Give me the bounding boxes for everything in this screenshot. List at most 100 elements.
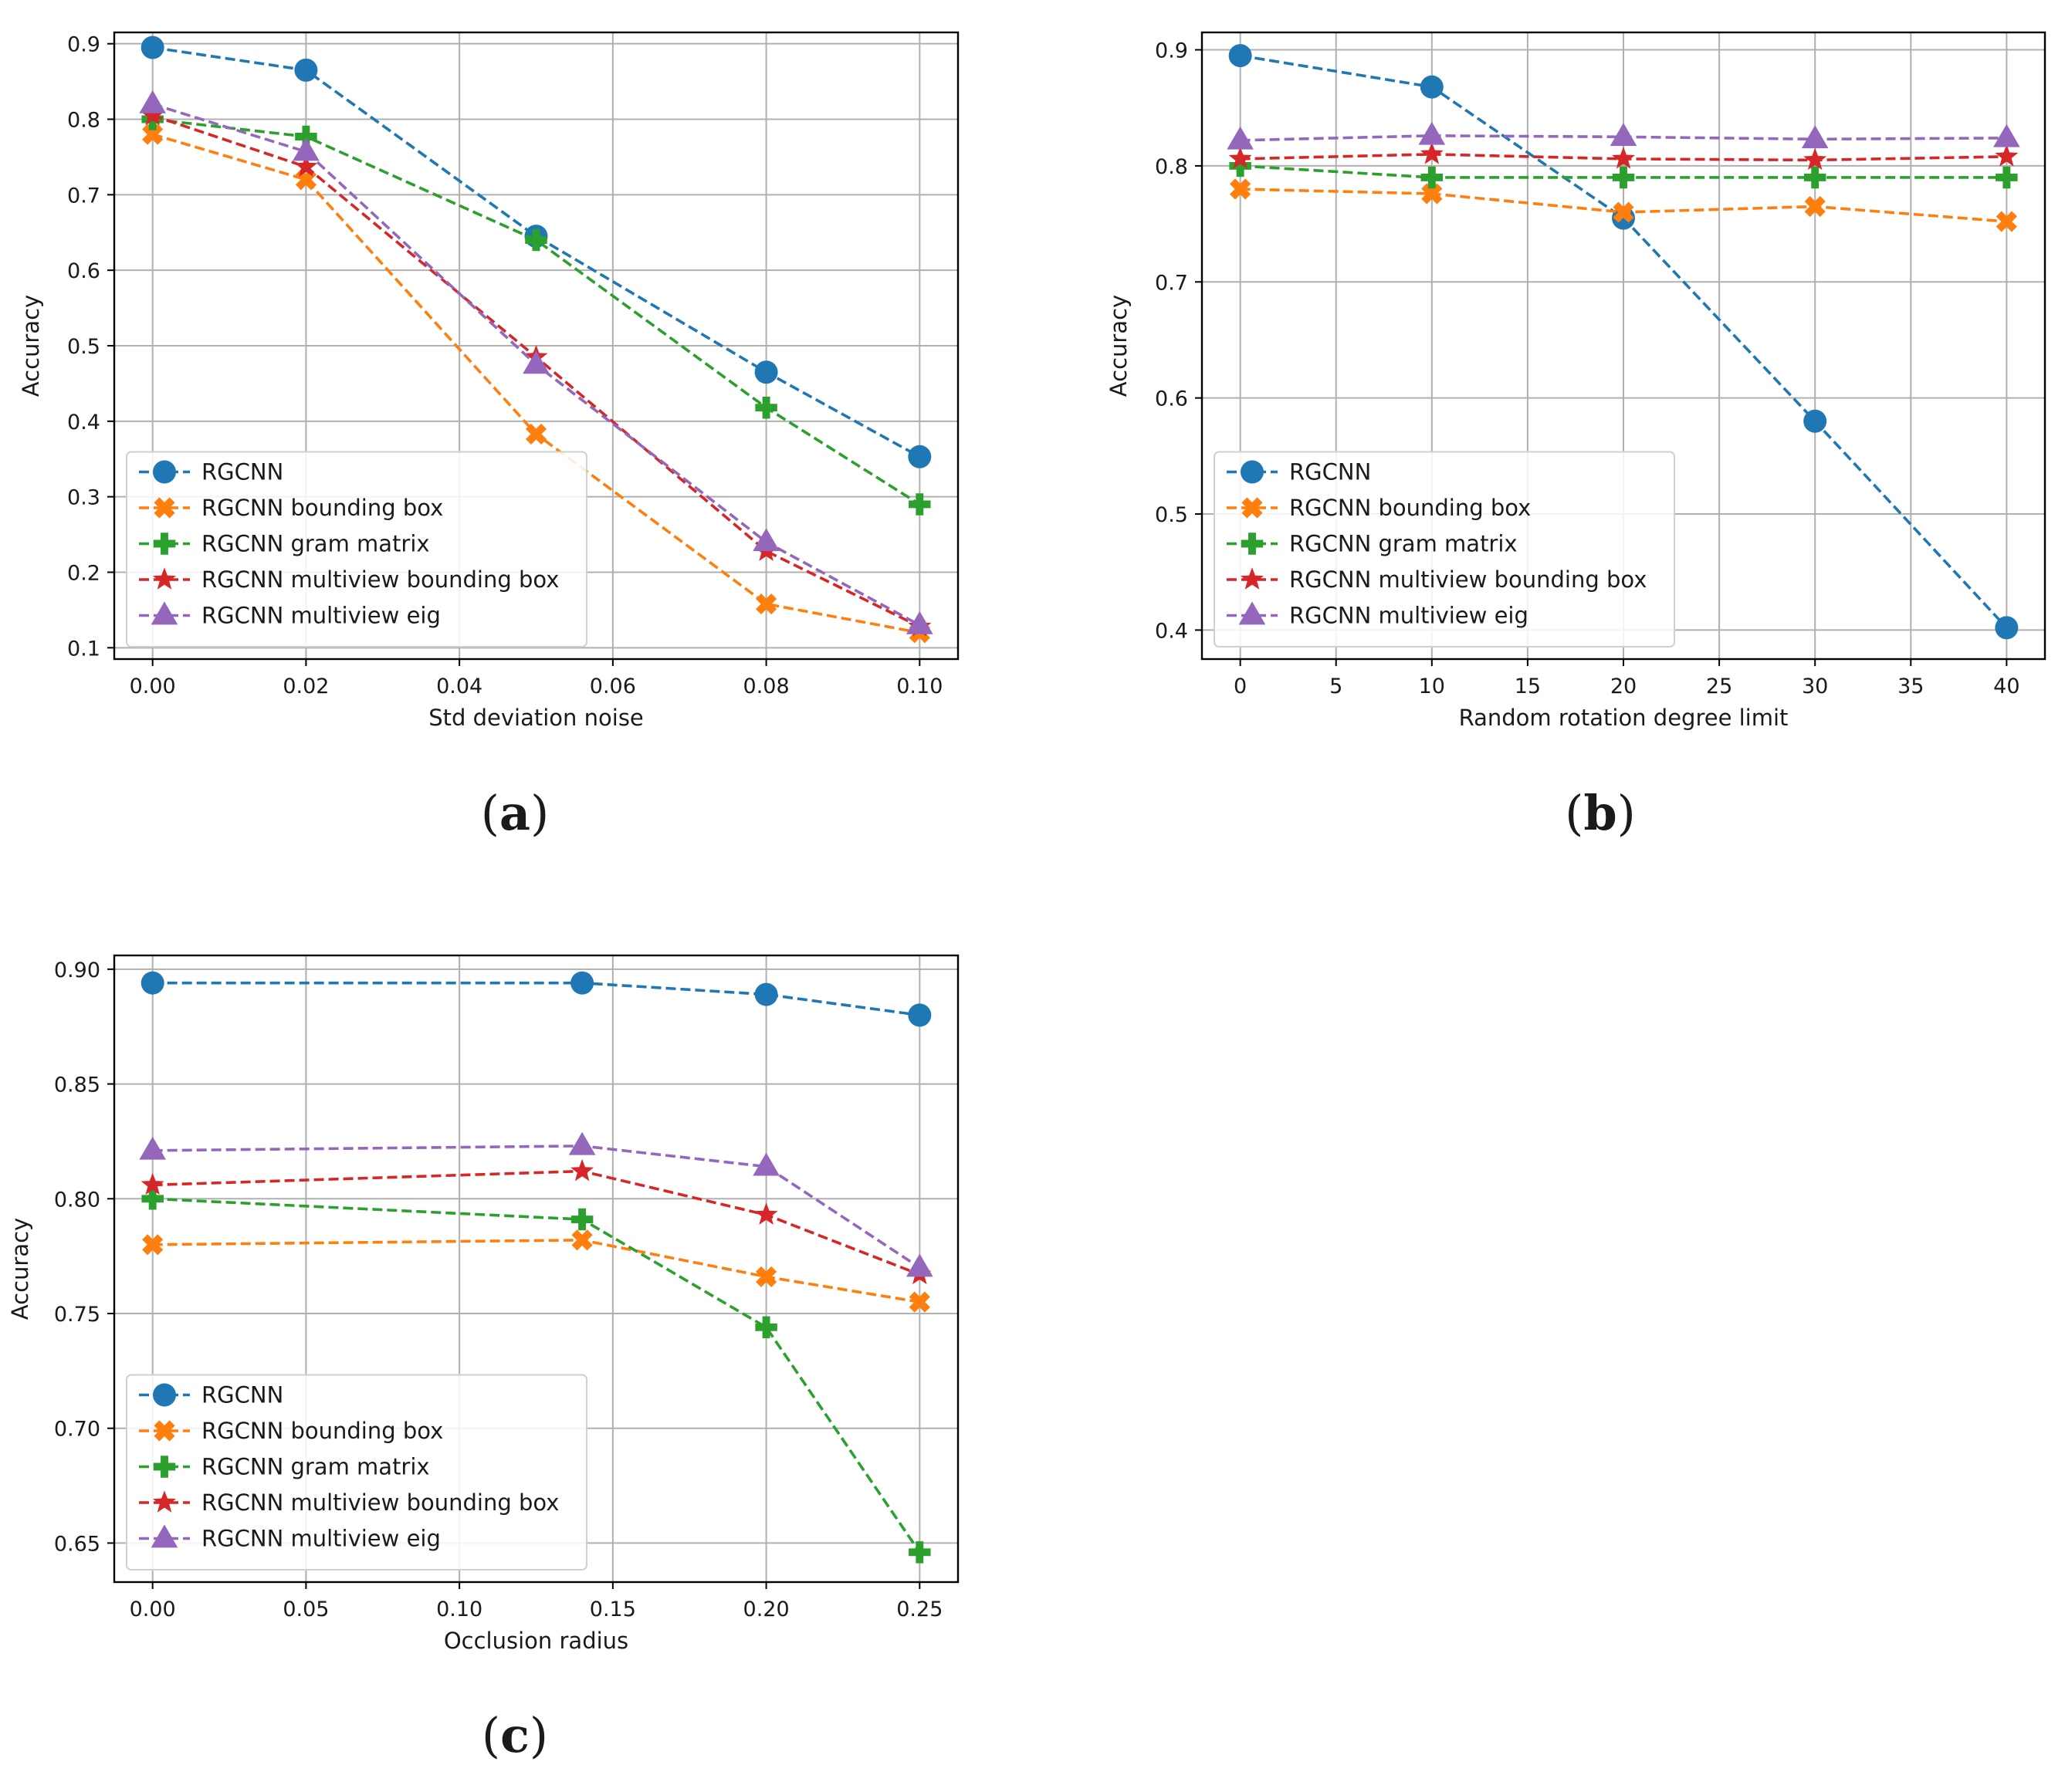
x-axis-label: Std deviation noise [428,705,644,731]
legend-marker [1241,497,1263,519]
data-point [753,528,780,552]
y-tick-label: 0.65 [54,1532,100,1556]
data-point [908,1003,932,1027]
x-tick-label: 0.25 [896,1598,943,1621]
x-tick-label: 0.00 [130,675,176,698]
legend-marker [154,1420,175,1442]
data-point [753,1152,780,1176]
data-point [1227,126,1254,150]
x-tick-label: 0.00 [130,1598,176,1621]
data-point [139,1136,167,1160]
y-axis-label: Accuracy [1105,295,1132,397]
data-point [909,1541,931,1564]
x-tick-label: 15 [1515,675,1541,698]
data-point [1995,616,2019,640]
data-point [1228,147,1252,169]
data-point [140,36,164,59]
data-point [568,1131,596,1155]
legend-label: RGCNN multiview bounding box [1289,566,1647,593]
data-point [294,154,318,177]
data-point [1804,195,1826,218]
data-point [755,1316,777,1339]
series-line-rgcnn-bounding-box [152,1239,920,1303]
legend-marker [153,1456,176,1478]
data-point [1612,166,1635,189]
legend-box [126,1374,587,1571]
series-rgcnn-bounding-box [1230,178,2017,232]
legend-label: RGCNN [1289,459,1371,485]
data-point [1230,178,1251,200]
caption-paren-close: ) [530,785,549,841]
y-tick-label: 0.70 [54,1418,100,1442]
x-tick-label: 0.10 [896,675,943,698]
y-tick-label: 0.6 [1155,387,1188,411]
data-point [754,982,778,1006]
data-point [1420,166,1444,189]
series-rgcnn-bounding-box [142,123,930,644]
y-tick-label: 0.2 [67,561,100,585]
y-tick-label: 0.7 [67,184,100,208]
legend-label: RGCNN multiview bounding box [201,566,559,593]
panel-caption: (c) [482,1707,548,1763]
legend: RGCNN RGCNN bounding box RGCNN gram matrix… [1214,451,1675,647]
series-rgcnn-multiview-eig [139,90,933,634]
y-tick-label: 0.90 [54,959,100,982]
data-point [295,125,317,148]
data-point [571,1229,593,1251]
data-point [525,228,547,252]
series-rgcnn-multiview-bounding-box [140,1158,932,1285]
legend-label: RGCNN bounding box [1289,495,1531,521]
data-point [1803,147,1827,171]
x-tick-label: 0.10 [436,1598,482,1621]
legend-label: RGCNN bounding box [201,495,443,521]
data-point [1803,409,1827,433]
panel-caption: (a) [481,785,550,841]
legend-marker [154,497,175,519]
legend-marker [153,1490,176,1513]
data-point [906,610,933,634]
legend-box [1214,451,1675,647]
data-point [1421,183,1443,205]
legend-label: RGCNN gram matrix [201,1454,430,1480]
y-tick-label: 0.4 [1155,619,1188,643]
data-point [1996,211,2017,232]
series-rgcnn [140,971,932,1027]
legend-label: RGCNN multiview eig [1289,603,1528,629]
series-rgcnn-multiview-eig [139,1131,933,1277]
series-rgcnn-bounding-box [142,1229,930,1313]
legend-label: RGCNN multiview eig [201,603,441,629]
x-tick-label: 0.04 [436,675,482,698]
x-tick-label: 35 [1897,675,1924,698]
series-rgcnn-gram-matrix [1229,154,2018,189]
data-point [1228,44,1252,68]
data-point [1229,154,1251,178]
series-line-rgcnn-gram-matrix [152,117,921,505]
data-point [1612,147,1635,169]
x-tick-label: 0.06 [590,675,636,698]
x-tick-label: 30 [1802,675,1828,698]
legend-marker [151,1524,178,1548]
data-point [1613,201,1634,223]
y-tick-label: 0.3 [67,486,100,510]
y-tick-label: 0.7 [1155,271,1188,295]
x-tick-label: 40 [1993,675,2019,698]
x-tick-label: 0.20 [743,1598,790,1621]
x-tick-label: 0.02 [283,675,329,698]
legend-label: RGCNN [201,1382,283,1408]
legend-label: RGCNN [201,459,283,485]
legend-marker [153,1383,176,1407]
data-point [140,103,164,126]
caption-letter: b [1583,785,1616,841]
y-tick-label: 0.4 [67,411,100,434]
data-point [1610,123,1637,147]
legend-label: RGCNN multiview eig [201,1526,441,1552]
data-point [754,1202,778,1225]
x-tick-label: 0.08 [743,675,790,698]
plot-frame [113,954,960,1584]
y-tick-label: 0.6 [67,259,100,283]
caption-paren-close: ) [1617,785,1636,841]
data-point [909,1291,930,1313]
legend-marker [1238,601,1266,625]
series-line-rgcnn-multiview-bounding-box [152,1169,920,1276]
data-point [140,971,164,995]
